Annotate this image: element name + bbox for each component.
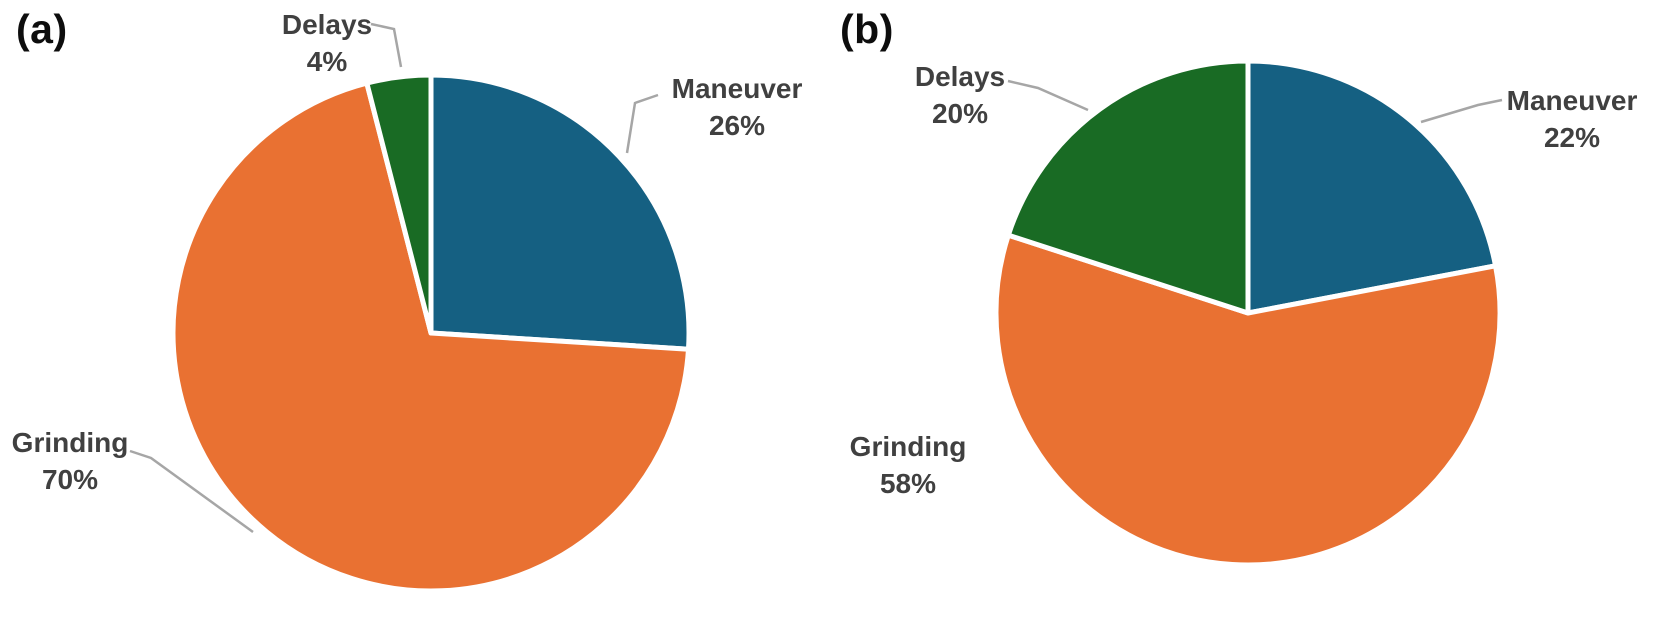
- slice-label-b-delays-percent: 20%: [931, 98, 989, 129]
- slice-label-b-delays: Delays 20%: [860, 58, 1060, 132]
- slice-label-a-grinding-name: Grinding: [11, 427, 129, 458]
- pie-b-slice-delays: [1005, 58, 1251, 316]
- pie-b-slice-grinding: [993, 232, 1503, 568]
- leader-line-b-maneuver: [1420, 98, 1503, 124]
- leader-line-a-maneuver: [625, 93, 659, 154]
- leader-line-b-delays: [1007, 79, 1089, 112]
- slice-label-a-grinding-percent: 70%: [41, 464, 99, 495]
- pie-b-slice-maneuver: [1245, 58, 1499, 316]
- slice-label-a-delays: Delays 4%: [227, 6, 427, 80]
- slice-label-b-maneuver: Maneuver 22%: [1472, 82, 1654, 156]
- slice-label-b-grinding: Grinding 58%: [808, 428, 1008, 502]
- slice-label-a-maneuver-percent: 26%: [708, 110, 766, 141]
- slice-label-b-maneuver-name: Maneuver: [1506, 85, 1638, 116]
- panel-tag-b: (b): [840, 6, 894, 52]
- slice-label-b-grinding-percent: 58%: [879, 468, 937, 499]
- panel-tag-a: (a): [16, 6, 68, 52]
- leader-line-a-delays: [370, 22, 403, 68]
- pie-a-slice-maneuver: [428, 72, 692, 352]
- slice-label-b-delays-name: Delays: [914, 61, 1006, 92]
- pie-a-slice-grinding: [170, 80, 691, 594]
- pie-a-slice-delays: [364, 72, 434, 336]
- slice-label-b-grinding-name: Grinding: [849, 431, 967, 462]
- slice-label-a-delays-percent: 4%: [306, 46, 348, 77]
- slice-label-b-maneuver-percent: 22%: [1543, 122, 1601, 153]
- slice-label-a-grinding: Grinding 70%: [0, 424, 170, 498]
- slice-label-a-delays-name: Delays: [281, 9, 373, 40]
- leader-line-a-grinding: [129, 449, 254, 534]
- slice-label-a-maneuver: Maneuver 26%: [637, 70, 837, 144]
- slice-label-a-maneuver-name: Maneuver: [671, 73, 803, 104]
